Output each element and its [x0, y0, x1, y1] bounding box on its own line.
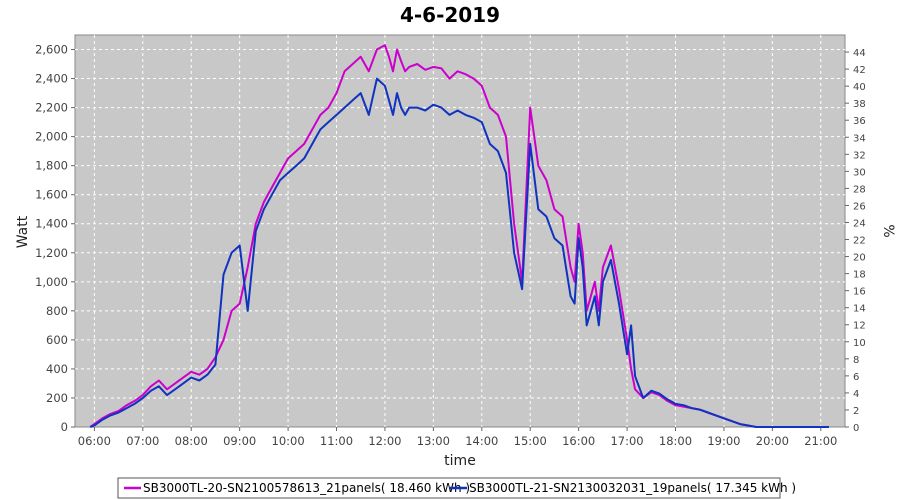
legend-box — [117, 477, 781, 499]
y-tick-label: 2,200 — [35, 101, 68, 115]
y2-tick-label: 22 — [853, 236, 866, 247]
x-tick-label: 12:00 — [368, 434, 401, 448]
x-tick-label: 10:00 — [272, 434, 305, 448]
x-tick-label: 21:00 — [804, 434, 837, 448]
y2-tick-label: 42 — [853, 65, 866, 76]
y-tick-label: 0 — [61, 420, 68, 434]
y2-tick-label: 26 — [853, 201, 866, 212]
y2-tick-label: 14 — [853, 304, 866, 315]
y-tick-label: 1,000 — [35, 275, 68, 289]
y-axis: 0 200 400 600 800 1,000 1,200 1,400 1,600 1,800 2,… — [35, 43, 75, 434]
y2-tick-label: 0 — [853, 423, 859, 434]
x-tick-label: 11:00 — [320, 434, 353, 448]
y2-tick-label: 2 — [853, 406, 859, 417]
x-axis: 06:00 07:00 08:00 09:00 10:00 11:00 12:00 13:00… — [78, 427, 837, 448]
y2-tick-label: 38 — [853, 99, 866, 110]
y-tick-label: 2,600 — [35, 43, 68, 57]
x-axis-label: time — [444, 453, 476, 469]
y2-tick-label: 32 — [853, 150, 866, 161]
y2-tick-label: 10 — [853, 338, 866, 349]
x-tick-label: 14:00 — [465, 434, 498, 448]
y2-tick-label: 28 — [853, 184, 866, 195]
y-tick-label: 200 — [46, 391, 68, 405]
y2-tick-label: 44 — [853, 48, 866, 59]
x-tick-label: 16:00 — [562, 434, 595, 448]
y2-axis: 0246810121416182022242628303234363840424… — [845, 48, 866, 434]
y-axis-label: Watt — [15, 215, 31, 248]
y-tick-label: 1,200 — [35, 246, 68, 260]
y2-tick-label: 20 — [853, 253, 866, 264]
x-tick-label: 19:00 — [707, 434, 740, 448]
series-layer — [89, 44, 829, 428]
y-tick-label: 600 — [46, 333, 68, 347]
y2-tick-label: 36 — [853, 116, 866, 127]
y2-tick-label: 16 — [853, 287, 866, 298]
series-line-2 — [89, 77, 829, 428]
y-tick-label: 1,600 — [35, 188, 68, 202]
legend-label-series-1: SB3000TL-20-SN2100578613_21panels( 18.46… — [143, 481, 470, 495]
y2-tick-label: 6 — [853, 372, 859, 383]
y-tick-label: 800 — [46, 304, 68, 318]
y2-tick-label: 40 — [853, 82, 866, 93]
y2-tick-label: 4 — [853, 389, 859, 400]
y2-tick-label: 24 — [853, 218, 866, 229]
y2-tick-label: 8 — [853, 355, 859, 366]
y2-axis-label: % — [880, 224, 896, 237]
grid — [75, 35, 845, 427]
x-tick-label: 13:00 — [417, 434, 450, 448]
y-tick-label: 1,400 — [35, 217, 68, 231]
x-tick-label: 09:00 — [223, 434, 256, 448]
x-tick-label: 17:00 — [610, 434, 643, 448]
x-tick-label: 06:00 — [78, 434, 111, 448]
y-tick-label: 400 — [46, 362, 68, 376]
y-tick-label: 2,400 — [35, 72, 68, 86]
plot-area — [74, 34, 846, 428]
x-tick-label: 20:00 — [756, 434, 789, 448]
x-tick-label: 18:00 — [659, 434, 692, 448]
x-tick-label: 15:00 — [514, 434, 547, 448]
x-tick-label: 07:00 — [126, 434, 159, 448]
chart-title: 4-6-2019 — [400, 3, 500, 27]
y2-tick-label: 34 — [853, 133, 866, 144]
legend: SB3000TL-20-SN2100578613_21panels( 18.46… — [117, 477, 796, 499]
legend-label-series-2: SB3000TL-21-SN2130032031_19panels( 17.34… — [469, 481, 796, 495]
y-tick-label: 2,000 — [35, 130, 68, 144]
y2-tick-label: 12 — [853, 321, 866, 332]
y2-tick-label: 18 — [853, 270, 866, 281]
y-tick-label: 1,800 — [35, 159, 68, 173]
x-tick-label: 08:00 — [175, 434, 208, 448]
y2-tick-label: 30 — [853, 167, 866, 178]
